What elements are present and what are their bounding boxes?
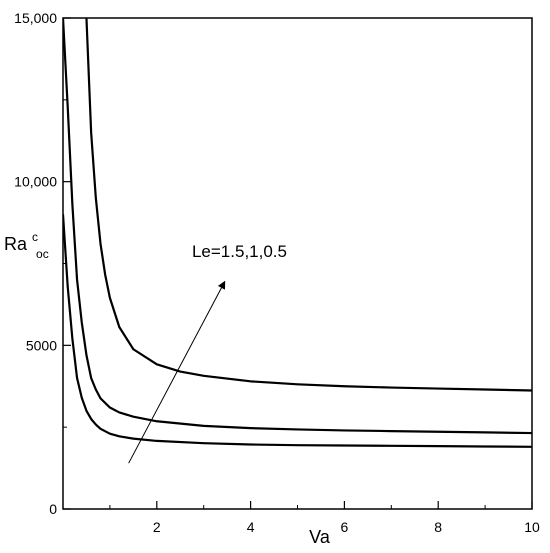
annotation-layer: Le=1.5,1,0.5: [128, 242, 287, 464]
y-axis-title: Ra c oc: [4, 225, 49, 261]
x-tick-label: 4: [247, 519, 255, 535]
x-tick-label: 10: [524, 519, 540, 535]
y-axis-title-subscript: oc: [36, 247, 49, 261]
y-tick-label: 15,000: [14, 10, 57, 26]
y-tick-label: 5000: [26, 337, 57, 353]
le-arrow: [128, 280, 226, 464]
plot-frame: [62, 17, 533, 510]
le-annotation: Le=1.5,1,0.5: [192, 242, 287, 261]
x-tick-label: 6: [341, 519, 349, 535]
y-tick-label: 0: [49, 501, 57, 517]
x-tick-label: 2: [153, 519, 161, 535]
series-line-3: [63, 214, 532, 448]
series-line-2: [63, 18, 532, 435]
y-axis-title-superscript: c: [32, 230, 38, 244]
x-axis-title: Va: [309, 527, 331, 547]
y-axis-ticks: 0 5000 10,000 15,000: [14, 10, 71, 517]
y-axis-title-base: Ra: [4, 234, 28, 254]
y-tick-label: 10,000: [14, 174, 57, 190]
series-line-1: [85, 18, 532, 392]
x-tick-label: 8: [434, 519, 442, 535]
x-axis-ticks: 2 4 6 8 10: [109, 501, 540, 535]
series-layer: [63, 18, 532, 448]
